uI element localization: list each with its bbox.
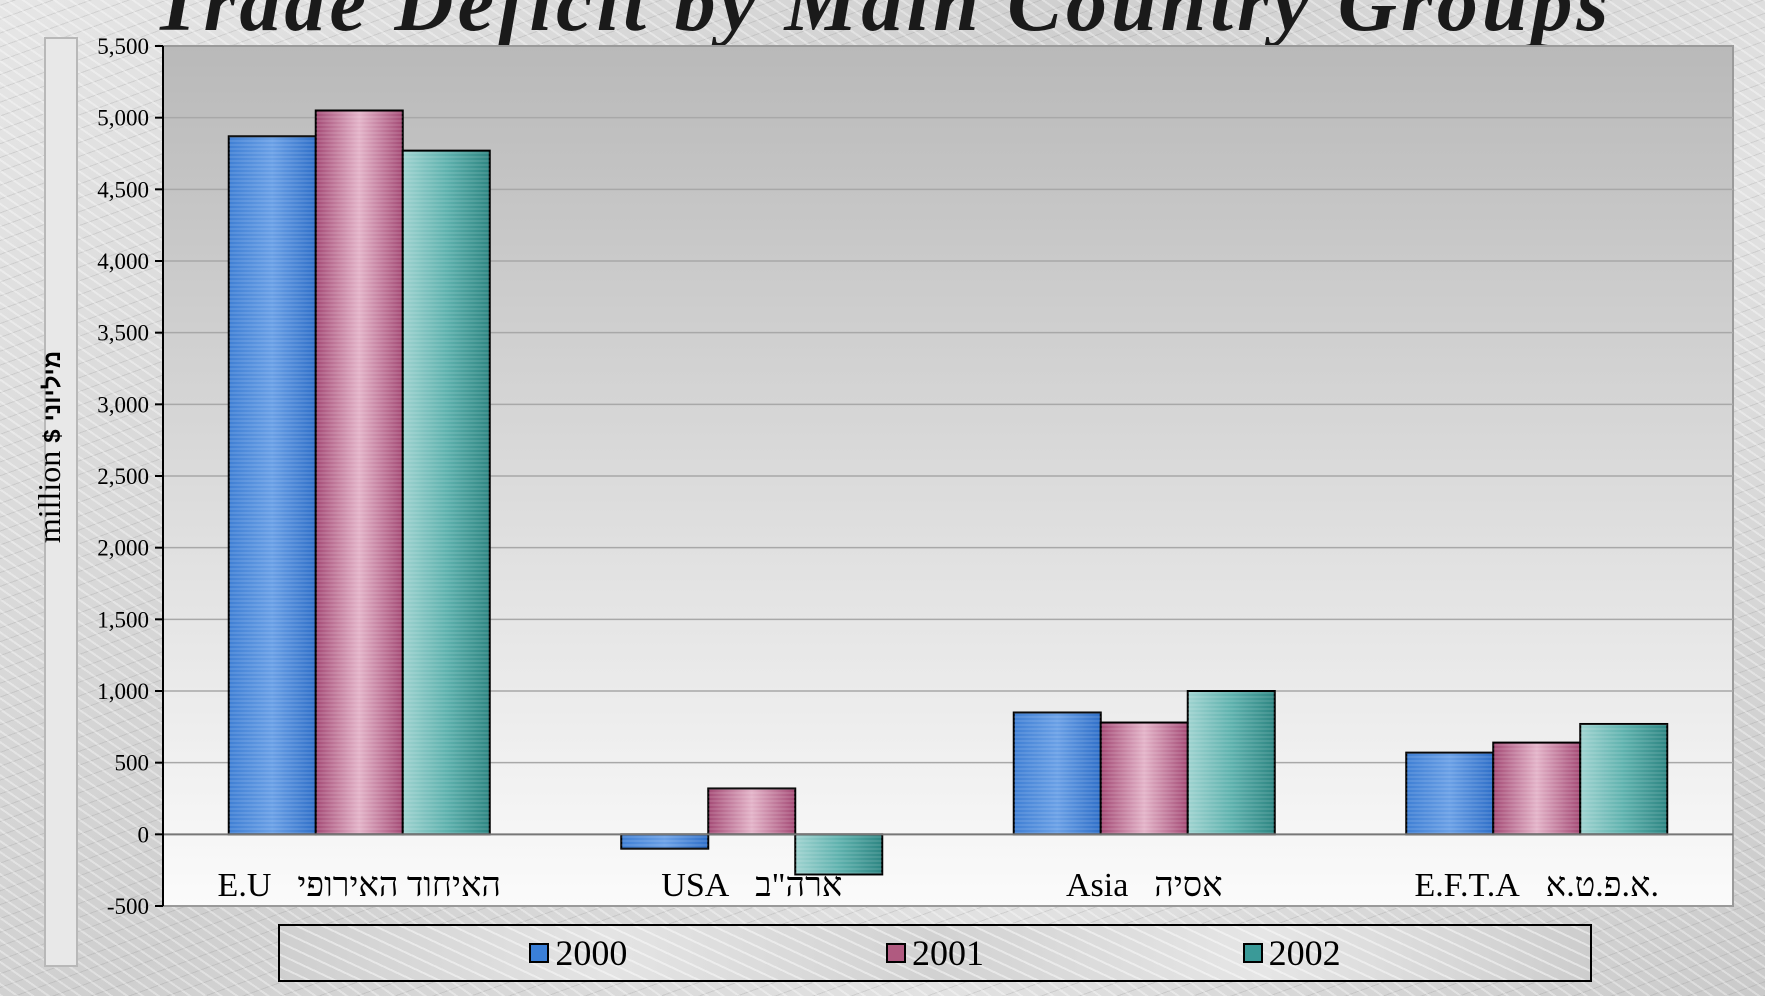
y-tick-label: 1,500 (97, 607, 149, 632)
y-tick-label: 4,000 (97, 249, 149, 274)
x-tick-label-en: USA (661, 867, 729, 904)
x-tick-label-en: Asia (1066, 867, 1128, 904)
legend-label: 2002 (1268, 933, 1341, 973)
x-tick-label-en: E.F.T.A (1415, 867, 1521, 904)
legend-label: 2001 (911, 933, 984, 973)
legend-item-2002: 2002 (1242, 932, 1341, 974)
legend-swatch (1242, 943, 1263, 963)
y-axis-label: million $ מיליוני (31, 351, 67, 543)
legend: 2000 2001 2002 (278, 924, 1592, 982)
y-axis-label-he: מיליוני (39, 351, 66, 421)
y-tick-label: 3,000 (97, 392, 149, 417)
y-tick-label: 0 (138, 822, 150, 847)
bar-texture (1580, 723, 1668, 835)
bar-texture (795, 834, 883, 875)
bar-texture (1493, 742, 1581, 835)
bars (227, 109, 1669, 876)
x-axis-labels: E.U האיחוד האירופי USA ארה"ב Asia אסיה E.F.T.A… (218, 867, 1659, 904)
y-tick-label: -500 (107, 894, 149, 919)
legend-item-2000: 2000 (529, 932, 627, 974)
x-tick-label-en: E.U (218, 867, 272, 904)
bar-texture (1406, 752, 1494, 835)
x-tick-label-he: ארה"ב (755, 867, 842, 904)
bar-texture (1100, 722, 1188, 835)
y-tick-label: 2,500 (97, 464, 149, 489)
bar-texture (1013, 712, 1101, 835)
legend-item-2001: 2001 (885, 932, 984, 974)
y-axis-ticks: -500 0 500 1,000 1,500 2,000 2,500 3,000 3,500 4,… (97, 34, 163, 919)
bar-texture (1187, 691, 1275, 835)
bar-texture (621, 834, 709, 849)
y-tick-label: 4,500 (97, 177, 149, 202)
legend-label: 2000 (555, 933, 628, 973)
bar-texture (708, 788, 796, 835)
bar-texture (402, 150, 490, 835)
y-tick-label: 2,000 (97, 536, 149, 561)
y-axis-label-en: million (31, 451, 67, 543)
legend-swatch (885, 943, 906, 963)
y-tick-label: 1,000 (97, 679, 149, 704)
y-tick-label: 5,500 (97, 34, 149, 59)
x-tick-label: Asia אסיה (1066, 867, 1223, 904)
y-tick-label: 3,500 (97, 321, 149, 346)
x-tick-label: E.U האיחוד האירופי (218, 867, 501, 904)
y-axis-label-panel (44, 37, 78, 967)
x-tick-label: E.F.T.A א.פ.ט.א. (1415, 867, 1659, 904)
y-tick-label: 500 (115, 751, 150, 776)
y-tick-label: 5,000 (97, 106, 149, 131)
x-tick-label-he: האיחוד האירופי (297, 867, 501, 904)
legend-swatch (529, 943, 550, 963)
chart-title: Trade Deficit by Main Country Groups (152, 0, 1613, 48)
x-tick-label-he: א.פ.ט.א. (1546, 867, 1659, 904)
bar-texture (315, 110, 403, 835)
bar-texture (228, 136, 316, 835)
x-tick-label-he: אסיה (1154, 867, 1222, 904)
y-axis-label-symbol: $ (39, 429, 66, 443)
x-tick-label: USA ארה"ב (661, 867, 842, 904)
